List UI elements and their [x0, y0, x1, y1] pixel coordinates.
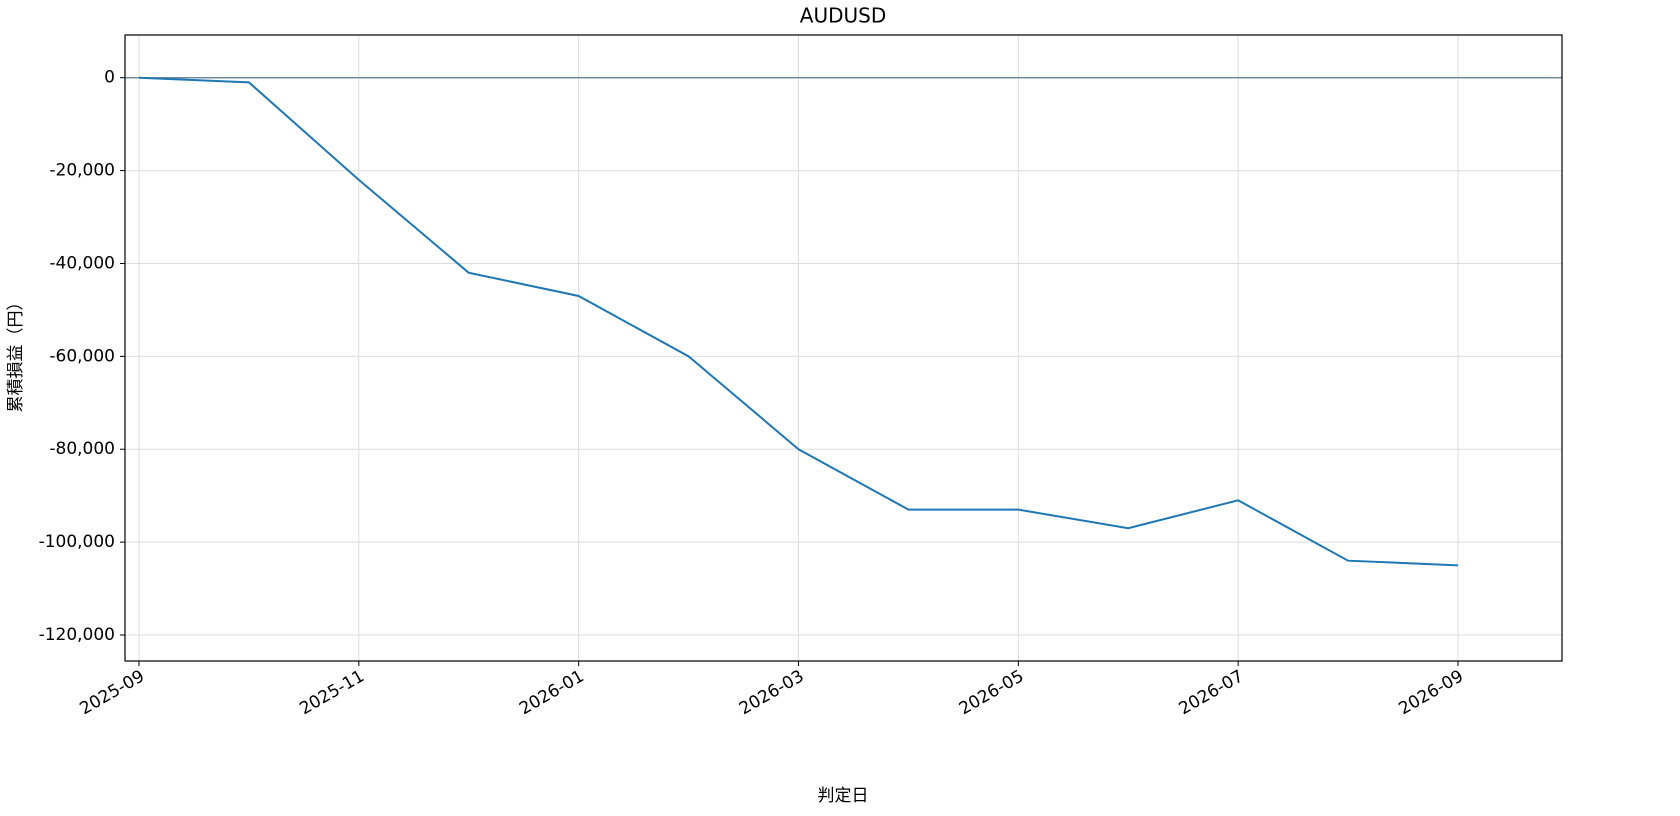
x-tick-label: 2026-03 — [736, 666, 808, 719]
y-tick-label: -40,000 — [49, 253, 115, 273]
plot-frame — [124, 34, 1563, 662]
y-tick-label: -100,000 — [39, 532, 115, 552]
x-tick-label: 2026-09 — [1395, 666, 1467, 719]
x-tick-label: 2025-09 — [76, 666, 148, 719]
y-axis-label: 累積損益（円） — [6, 294, 26, 413]
x-tick-label: 2025-11 — [296, 666, 368, 719]
y-tick-label: -60,000 — [49, 346, 115, 366]
x-tick-label: 2026-05 — [956, 666, 1028, 719]
x-tick-label: 2026-01 — [516, 666, 588, 719]
data-line — [138, 76, 1459, 567]
y-tick-label: -120,000 — [39, 625, 115, 645]
y-tick-label: 0 — [104, 68, 115, 88]
x-tick-label: 2026-07 — [1176, 666, 1248, 719]
y-tick-label: -20,000 — [49, 161, 115, 181]
y-tick-label: -80,000 — [49, 439, 115, 459]
x-axis-label: 判定日 — [818, 786, 869, 806]
chart-title: AUDUSD — [800, 4, 886, 28]
